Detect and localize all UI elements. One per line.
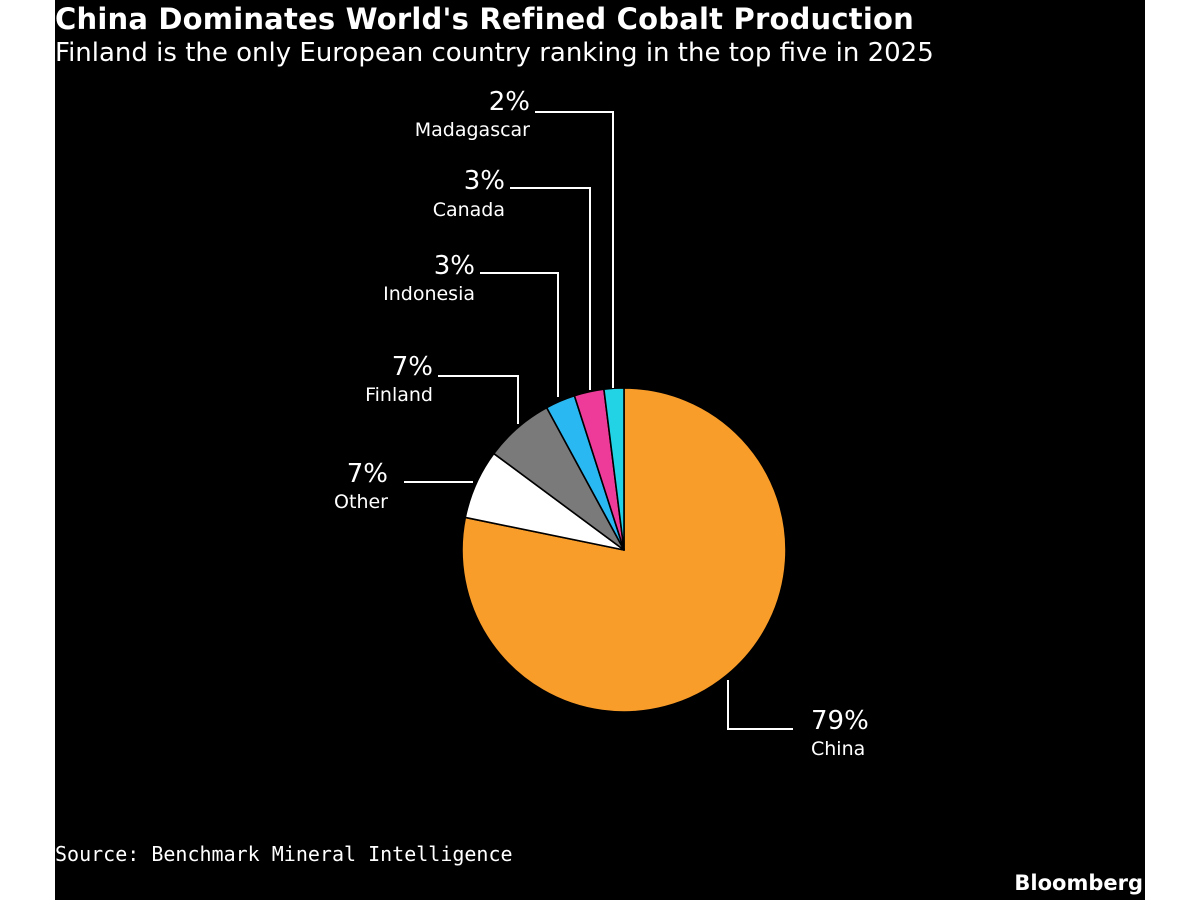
category-label-indonesia: Indonesia (383, 283, 475, 305)
pie-chart: 79%China7%Other7%Finland3%Indonesia3%Can… (334, 87, 869, 760)
source-note: Source: Benchmark Mineral Intelligence (55, 842, 513, 866)
leader-line-finland (438, 375, 519, 424)
pie-slice-madagascar (603, 387, 625, 551)
leader-line-china (727, 680, 793, 730)
value-label-canada: 3% (464, 166, 505, 196)
value-label-finland: 7% (392, 352, 433, 382)
category-label-madagascar: Madagascar (415, 119, 530, 141)
category-label-other: Other (334, 491, 388, 513)
value-label-madagascar: 2% (489, 87, 530, 117)
leader-line-madagascar (535, 111, 614, 388)
category-label-finland: Finland (365, 384, 433, 406)
chart-card: China Dominates World's Refined Cobalt P… (55, 0, 1145, 900)
chart-subtitle: Finland is the only European country ran… (55, 38, 934, 68)
category-label-canada: Canada (433, 199, 505, 221)
category-label-china: China (811, 738, 865, 760)
chart-title: China Dominates World's Refined Cobalt P… (55, 2, 914, 36)
value-label-other: 7% (347, 459, 388, 489)
leader-line-indonesia (480, 272, 559, 397)
leader-line-canada (510, 187, 591, 390)
bloomberg-logo: Bloomberg (1014, 871, 1143, 895)
pie-slice-china (461, 387, 787, 713)
value-label-indonesia: 3% (434, 251, 475, 281)
value-label-china: 79% (811, 706, 869, 736)
